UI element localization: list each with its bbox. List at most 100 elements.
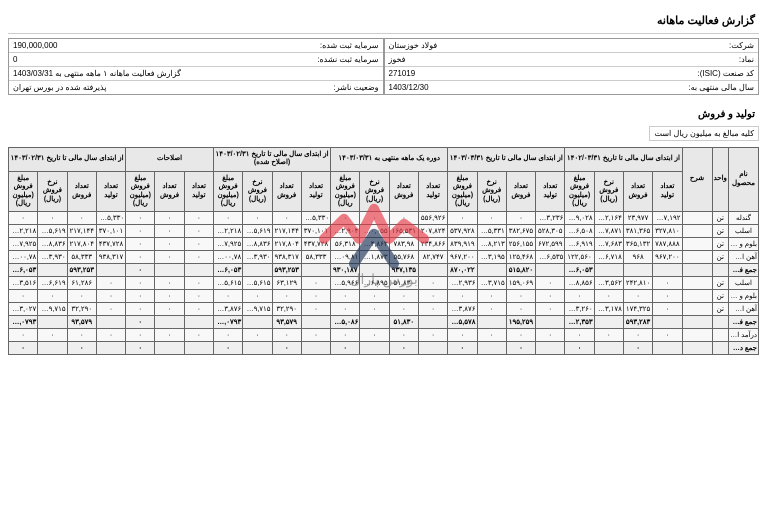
cell [243, 264, 272, 277]
cell: ۳۶۵,۱۳۲ [623, 238, 652, 251]
cell: ۰ [623, 290, 652, 303]
cell: ۰ [126, 316, 155, 329]
cell [418, 264, 447, 277]
cell: ۰ [331, 329, 360, 342]
cell [682, 316, 712, 329]
cell: ۰ [67, 329, 96, 342]
sub-header: تعداد فروش [506, 171, 535, 212]
cell: ۰ [184, 251, 213, 264]
cell: ۰ [184, 303, 213, 316]
cell [682, 277, 712, 290]
cell [682, 225, 712, 238]
cell: ۷۱,۹۱۷,۹۲۵ [9, 238, 38, 251]
cell [38, 264, 67, 277]
info-label: وضعیت ناشر: [333, 83, 378, 92]
cell [418, 316, 447, 329]
cell: ۰ [389, 329, 418, 342]
info-row: گزارش فعالیت ماهانه ۱ ماهه منتهی به 1403… [9, 67, 383, 81]
sub-header: تعداد تولید [301, 171, 330, 212]
cell: ۰ [389, 342, 418, 355]
cell: ۵۱۵,۸۲۰ [506, 264, 535, 277]
cell: ۲۳۴,۸۶۶ [418, 238, 447, 251]
cell [418, 342, 447, 355]
cell: ۰ [272, 290, 301, 303]
cell: ۱۳,۸۵۳,۵۱۶ [9, 277, 38, 290]
cell: ۸۷۰,۰۲۲ [448, 264, 477, 277]
cell: ۰ [126, 329, 155, 342]
cell: ۱۳,۷۵۵,۶۱۵ [214, 277, 243, 290]
cell [682, 251, 712, 264]
info-row: سال مالی منتهی به:1403/12/30 [385, 81, 759, 94]
cell [96, 316, 125, 329]
info-value: 1403/12/30 [389, 83, 685, 92]
cell [712, 329, 729, 342]
group-header: از ابتدای سال مالی تا تاریخ ۱۴۰۳/۰۳/۳۱ [448, 148, 565, 172]
cell: ۳۸۲,۶۷۵ [506, 225, 535, 238]
cell [682, 264, 712, 277]
sub-header: تعداد تولید [653, 171, 682, 212]
cell [477, 342, 506, 355]
cell [623, 264, 652, 277]
cell: ۱۶۵,۵۳۱ [389, 225, 418, 238]
cell: ۴۳۷,۷۲۸ [96, 238, 125, 251]
cell: آهن اسفنجی [729, 303, 759, 316]
cell: ۰ [506, 329, 535, 342]
cell: ۲۱۷,۱۴۴ [272, 225, 301, 238]
cell: ۰ [418, 329, 447, 342]
cell: ۵۳۷,۹۲۸ [448, 225, 477, 238]
cell: ۱,۶۹۳,۲۳۶ [536, 212, 565, 225]
cell: ۰ [565, 329, 594, 342]
cell: ۰ [448, 329, 477, 342]
cell: جمع فروش صادراتی [729, 316, 759, 329]
cell: ۲۲,۲۷۲,۹۰۴ [331, 225, 360, 238]
cell: ۰ [389, 290, 418, 303]
cell: ۷,۷۰۰,۷۸ [9, 251, 38, 264]
info-container: شرکت:فولاد خوزستاننماد:فخوزکد صنعت (ISIC… [8, 38, 759, 95]
cell: ۹۶۷,۲۰۰ [448, 251, 477, 264]
cell: ۵۹۳,۲۸۳ [623, 316, 652, 329]
cell: ۲۲۱,۷۷۵,۶۱۹ [243, 225, 272, 238]
cell: ۰ [9, 212, 38, 225]
cell: بلوم و بیلت [729, 290, 759, 303]
cell: ۰ [594, 290, 623, 303]
cell: ۲,۸۲۳,۸۷۶ [214, 303, 243, 316]
cell: ۱۳۰,۳۳۶,۷۱۸ [594, 251, 623, 264]
cell: ۰ [448, 290, 477, 303]
cell: ۲۲۱,۷۷۵,۶۱۹ [38, 225, 67, 238]
sub-header: مبلغ فروش (میلیون ریال) [565, 171, 594, 212]
cell [243, 316, 272, 329]
cell: ۰ [96, 329, 125, 342]
table-row: بلوم و بیلتتن۷۸۷,۸۸۸۳۶۵,۱۳۲۲۱۲,۳۲۷,۶۸۳۸۰… [9, 238, 759, 251]
cell [653, 264, 682, 277]
cell: ۲۷۶,۸۲۵,۳۳۱ [477, 225, 506, 238]
sub-header: تعداد فروش [67, 171, 96, 212]
cell [477, 316, 506, 329]
cell: ۵۲۸,۳۰۵ [536, 225, 565, 238]
cell: ۰ [331, 303, 360, 316]
info-value: گزارش فعالیت ماهانه ۱ ماهه منتهی به 1403… [13, 69, 375, 78]
table-row: جمع درآمد ارائه خدمات۰۰۰۰۰۰۰۰۰۰۰ [9, 342, 759, 355]
cell: ۰ [536, 290, 565, 303]
sub-header: تعداد تولید [536, 171, 565, 212]
col-header: نام محصول [729, 148, 759, 212]
cell: ۹۶۷,۲۰۰ [653, 251, 682, 264]
cell: ۹۳۷,۱۳۵ [389, 264, 418, 277]
cell: اسلب [729, 225, 759, 238]
cell: ۲۳,۸۸۲,۱۶۴ [594, 212, 623, 225]
cell: ۰ [38, 290, 67, 303]
sub-header: مبلغ فروش (میلیون ریال) [448, 171, 477, 212]
cell: ۲۱۷,۸۰۴ [67, 238, 96, 251]
sub-header: تعداد فروش [389, 171, 418, 212]
cell: ۰ [243, 329, 272, 342]
cell: ۶۳,۱۲۹ [272, 277, 301, 290]
cell: ۰ [653, 290, 682, 303]
cell: ۷۹,۷۲۲,۳۵۳ [565, 316, 594, 329]
sub-header: تعداد فروش [623, 171, 652, 212]
cell: ۰ [272, 212, 301, 225]
cell: ۱۲۲,۸۲۹,۷۱۵ [243, 303, 272, 316]
cell: ۰ [243, 290, 272, 303]
cell: ۱۹۵,۹۷۳,۱۷۸ [594, 303, 623, 316]
cell: ۵۳,۸۱۸,۸۵۶ [565, 277, 594, 290]
cell: درآمد ارائه خدمات [729, 329, 759, 342]
cell: ۳۷۰,۱۰۱ [301, 225, 330, 238]
